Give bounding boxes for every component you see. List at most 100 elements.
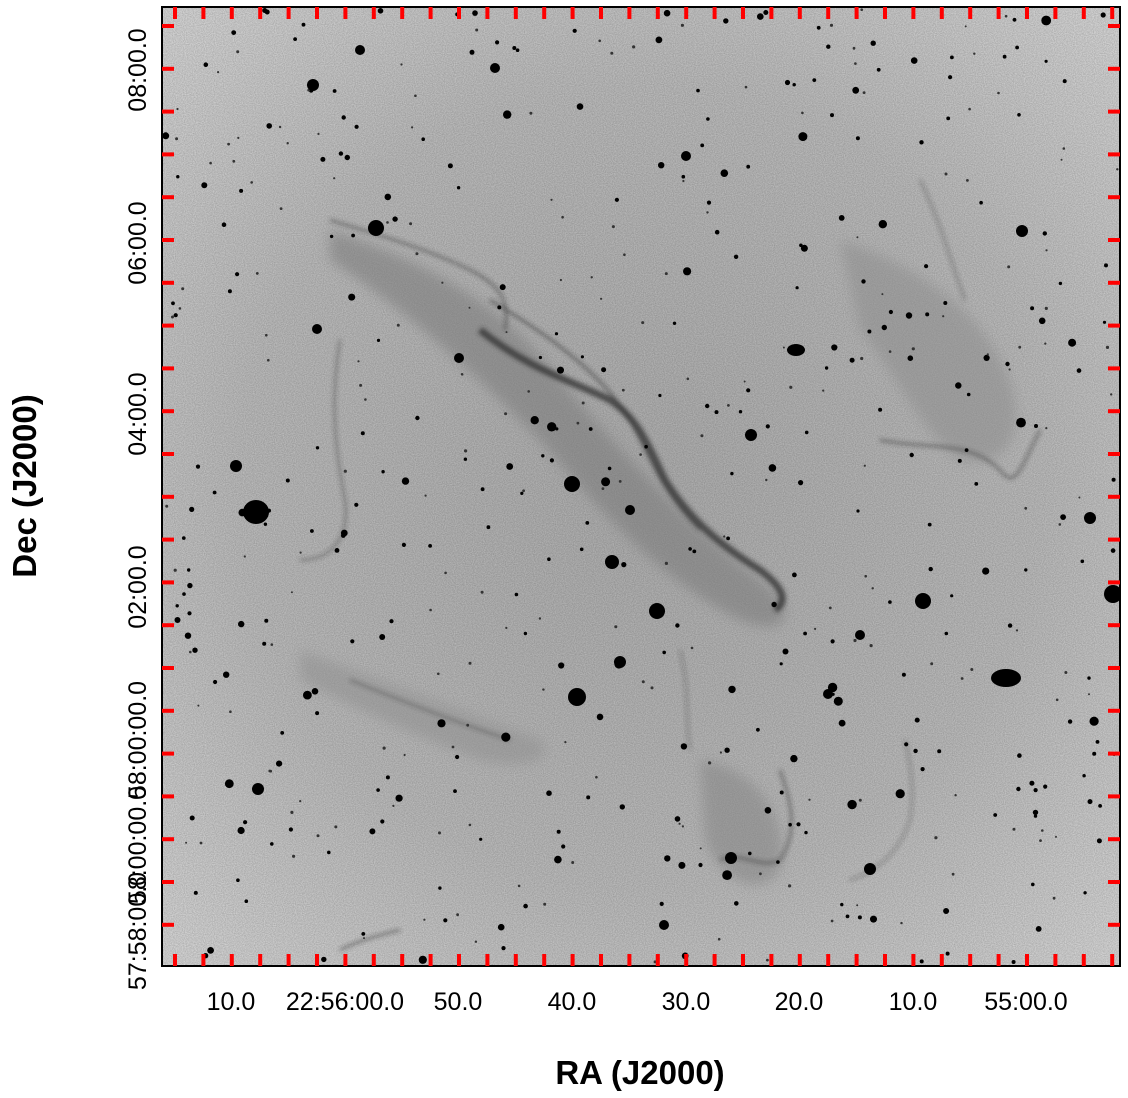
star [438, 886, 442, 890]
star [607, 466, 612, 471]
star [860, 8, 863, 11]
star [237, 826, 245, 835]
star [847, 799, 857, 810]
star [321, 956, 327, 963]
star [982, 567, 990, 575]
star [547, 422, 557, 432]
star [690, 646, 694, 650]
star [543, 902, 547, 906]
star [852, 86, 860, 94]
star [311, 688, 319, 695]
star [437, 672, 440, 676]
x-tick-label: 10.0 [889, 988, 938, 1016]
star [766, 958, 769, 962]
star [768, 464, 777, 472]
star [830, 919, 834, 923]
star [290, 591, 293, 594]
star [1089, 716, 1099, 726]
star [541, 454, 545, 458]
star [1067, 719, 1073, 724]
star [197, 704, 200, 707]
x-tick-label: 50.0 [434, 988, 483, 1016]
star [1045, 249, 1048, 252]
star [840, 902, 844, 907]
star [262, 641, 267, 646]
star [1100, 12, 1106, 18]
star [497, 305, 502, 310]
star [788, 884, 792, 888]
star [950, 594, 954, 598]
star [429, 608, 432, 612]
star [571, 861, 575, 864]
star [520, 491, 524, 495]
star [1034, 424, 1038, 428]
star [944, 172, 948, 176]
star [317, 132, 320, 135]
star [403, 753, 406, 757]
star [265, 333, 268, 337]
star [861, 279, 866, 284]
star [719, 751, 723, 754]
star [945, 951, 950, 956]
star [678, 822, 681, 825]
star [1017, 753, 1022, 758]
star [401, 477, 410, 485]
star [182, 536, 186, 540]
star [267, 358, 270, 362]
plot-frame [161, 6, 1121, 967]
y-tick-label: 58:00:00.0 [124, 681, 152, 799]
star [804, 430, 809, 435]
star [943, 908, 950, 914]
star [632, 45, 636, 49]
star [379, 634, 386, 640]
star [486, 525, 491, 530]
star [501, 732, 511, 742]
star [396, 323, 400, 327]
star [601, 487, 605, 490]
star [447, 163, 453, 169]
star [558, 662, 565, 669]
star [527, 390, 530, 393]
star [950, 55, 954, 60]
star [727, 404, 730, 407]
star [480, 487, 485, 492]
x-tick-labels: 10.0 22:56:00.0 50.0 40.0 30.0 20.0 10.0… [207, 988, 1068, 1016]
star [927, 522, 932, 527]
star [187, 568, 191, 572]
star [788, 822, 792, 827]
star [341, 115, 346, 120]
star [763, 10, 769, 15]
star [948, 75, 953, 80]
star [723, 18, 729, 24]
star [641, 680, 645, 684]
star [292, 854, 296, 858]
star [171, 301, 175, 306]
star [681, 174, 686, 179]
star [357, 360, 360, 363]
star [696, 88, 700, 93]
star [900, 921, 903, 925]
star [888, 309, 894, 315]
star [601, 367, 607, 373]
axis-ticks [162, 7, 1120, 966]
star [376, 788, 380, 792]
star [557, 366, 564, 374]
star [776, 860, 780, 864]
star [1087, 799, 1093, 805]
star [681, 825, 685, 828]
star [184, 632, 192, 639]
star [547, 557, 551, 561]
star [466, 723, 470, 727]
star [682, 179, 685, 183]
star [479, 837, 483, 841]
star [1062, 79, 1067, 84]
star [232, 159, 236, 163]
star [268, 769, 272, 773]
star [1087, 676, 1091, 680]
star [173, 313, 178, 318]
star [966, 179, 969, 182]
star [743, 380, 746, 383]
star [644, 444, 648, 449]
star [316, 834, 320, 838]
star [1055, 698, 1059, 702]
